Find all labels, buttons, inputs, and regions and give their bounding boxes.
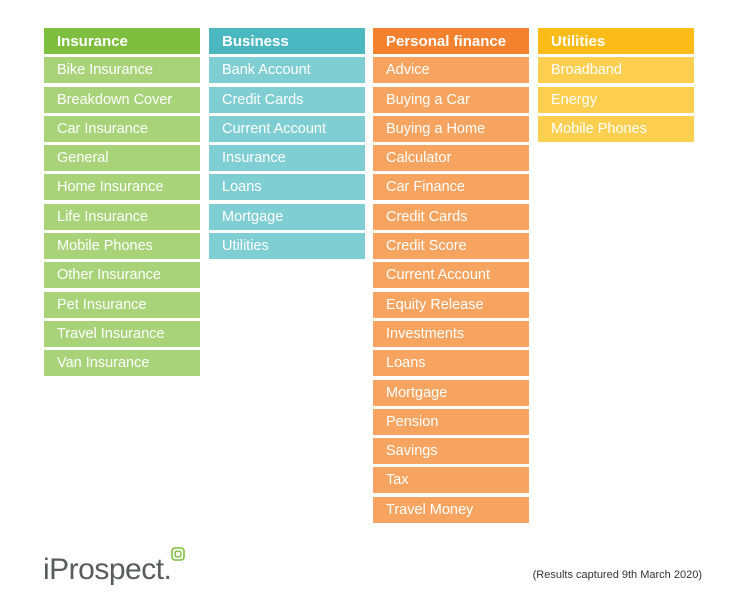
list-item: Loans <box>209 174 365 201</box>
list-item: Mobile Phones <box>538 115 694 142</box>
list-item: Bike Insurance <box>44 57 200 84</box>
column-header-insurance: Insurance <box>44 28 200 54</box>
column-insurance: Insurance Bike Insurance Breakdown Cover… <box>44 28 200 377</box>
list-item: Pension <box>373 408 529 435</box>
list-item: Savings <box>373 438 529 465</box>
list-item: Buying a Home <box>373 115 529 142</box>
column-business: Business Bank Account Credit Cards Curre… <box>209 28 365 260</box>
column-header-business: Business <box>209 28 365 54</box>
column-header-utilities: Utilities <box>538 28 694 54</box>
list-item: Equity Release <box>373 291 529 318</box>
list-item: Loans <box>373 350 529 377</box>
results-footnote: (Results captured 9th March 2020) <box>532 569 702 581</box>
list-item: Van Insurance <box>44 350 200 377</box>
list-item: Investments <box>373 320 529 347</box>
column-personal-finance: Personal finance Advice Buying a Car Buy… <box>373 28 529 523</box>
list-item: Travel Money <box>373 496 529 523</box>
list-item: Home Insurance <box>44 174 200 201</box>
list-item: Life Insurance <box>44 203 200 230</box>
list-item: Utilities <box>209 233 365 260</box>
list-item: Energy <box>538 86 694 113</box>
logo-mark-icon <box>171 547 185 561</box>
list-item: Current Account <box>373 262 529 289</box>
list-item: Tax <box>373 467 529 494</box>
list-item: Breakdown Cover <box>44 86 200 113</box>
list-item: Insurance <box>209 145 365 172</box>
list-item: Calculator <box>373 145 529 172</box>
list-item: Car Finance <box>373 174 529 201</box>
list-item: Other Insurance <box>44 262 200 289</box>
list-item: Broadband <box>538 57 694 84</box>
list-item: Advice <box>373 57 529 84</box>
list-item: Mortgage <box>209 203 365 230</box>
list-item: General <box>44 145 200 172</box>
list-item: Credit Cards <box>209 86 365 113</box>
list-item: Credit Score <box>373 233 529 260</box>
list-item: Pet Insurance <box>44 291 200 318</box>
list-item: Bank Account <box>209 57 365 84</box>
list-item: Current Account <box>209 115 365 142</box>
column-utilities: Utilities Broadband Energy Mobile Phones <box>538 28 694 142</box>
brand-logo: iProspect. <box>43 553 172 586</box>
list-item: Credit Cards <box>373 203 529 230</box>
list-item: Buying a Car <box>373 86 529 113</box>
list-item: Mobile Phones <box>44 233 200 260</box>
column-header-personal-finance: Personal finance <box>373 28 529 54</box>
list-item: Mortgage <box>373 379 529 406</box>
list-item: Car Insurance <box>44 115 200 142</box>
list-item: Travel Insurance <box>44 320 200 347</box>
